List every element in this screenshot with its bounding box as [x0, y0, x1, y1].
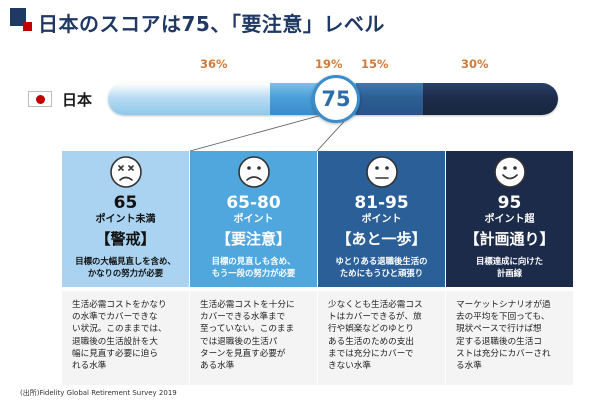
detail-line: までは充分にカバーで [328, 348, 414, 359]
level-description: 目標の見直しも含め、 もう一段の努力が必要 [190, 256, 317, 280]
desc-line: 計画線 [496, 267, 523, 278]
smile-face-icon [493, 156, 526, 188]
level-number: 95 [497, 193, 522, 213]
detail-line: 現状ペースで行けば想 [456, 324, 542, 335]
country-label: 日本 [62, 91, 93, 109]
bar-segment-alert [108, 83, 270, 115]
level-number: 65-80 [226, 193, 281, 213]
level-header: 65-80 ポイント 【要注意】 目標の見直しも含め、 もう一段の努力が必要 [190, 151, 317, 287]
level-unit: ポイント未満 [95, 214, 156, 226]
source-note: (出所)Fidelity Global Retirement Survey 20… [20, 389, 177, 397]
detail-line: れる水準 [72, 361, 107, 372]
detail-line: 幅に見直す必要に迫ら [72, 348, 158, 359]
detail-line: 去の平均を下回っても、 [456, 312, 550, 323]
bar-segment-almost [355, 83, 423, 115]
desc-line: 目標の大幅見直しを含め、 [75, 255, 176, 266]
level-unit: ポイント [233, 214, 274, 226]
logo-square-navy [10, 8, 26, 26]
percent-label-3: 15% [361, 57, 389, 71]
level-description: 目標達成に向けた 計画線 [446, 256, 573, 280]
detail-line: マーケットシナリオが過 [456, 300, 551, 310]
level-column-alert: 65 ポイント未満 【警戒】 目標の大幅見直しを含め、 かなりの努力が必要 生活… [62, 151, 189, 385]
detail-line: 至っていない。このまま [200, 324, 295, 335]
desc-line: 目標達成に向けた [476, 255, 543, 266]
detail-line: 行や娯楽などのゆとり [328, 324, 414, 335]
desc-line: 目標の見直しも含め、 [211, 255, 296, 266]
level-description: ゆとりある退職後生活の ためにもうひと頑張り [318, 256, 445, 280]
level-number: 81-95 [354, 193, 409, 213]
level-label: 【計画通り】 [464, 230, 555, 249]
level-unit: ポイント [361, 214, 402, 226]
percent-label-2: 19% [315, 57, 343, 71]
detail-line: ストは充分にカバーされ [456, 348, 551, 359]
desc-line: もう一段の努力が必要 [211, 267, 296, 278]
detail-line: ある生活のための支出 [328, 336, 414, 347]
detail-line: 生活必需コストを十分に [200, 300, 295, 310]
level-description: 目標の大幅見直しを含め、 かなりの努力が必要 [62, 256, 189, 280]
desc-line: ためにもうひと頑張り [339, 267, 424, 278]
percent-label-4: 30% [461, 57, 489, 71]
title-logo-mark [10, 8, 32, 32]
detail-line: の水準でカバーできな [72, 312, 158, 323]
detail-line: る水準 [456, 361, 482, 372]
percent-label-1: 36% [200, 57, 228, 71]
level-header: 81-95 ポイント 【あと一歩】 ゆとりある退職後生活の ためにもうひと頑張り [318, 151, 445, 287]
desc-line: ゆとりある退職後生活の [335, 255, 428, 266]
score-circle: 75 [312, 75, 360, 123]
detail-line: ターンを見直す必要が [200, 348, 286, 359]
connector-line-left [189, 114, 323, 152]
level-label: 【警戒】 [95, 230, 156, 249]
level-detail: マーケットシナリオが過 去の平均を下回っても、 現状ペースで行けば想 定する退職… [446, 291, 573, 385]
bar-segment-on-track [423, 83, 558, 115]
sad-face-icon [237, 156, 270, 188]
level-column-caution: 65-80 ポイント 【要注意】 目標の見直しも含め、 もう一段の努力が必要 生… [190, 151, 317, 385]
level-detail: 生活必需コストをかなり の水準でカバーできな い状況。このままでは、 退職後の生… [62, 291, 189, 385]
detail-line: では退職後の生活パ [200, 336, 278, 347]
level-detail: 生活必需コストを十分に カバーできる水準まで 至っていない。このまま では退職後… [190, 291, 317, 385]
level-header: 65 ポイント未満 【警戒】 目標の大幅見直しを含め、 かなりの努力が必要 [62, 151, 189, 287]
page-title: 日本のスコアは75、「要注意」レベル [38, 12, 385, 36]
level-column-on-track: 95 ポイント超 【計画通り】 目標達成に向けた 計画線 マーケットシナリオが過… [446, 151, 573, 385]
flag-sun-icon [36, 95, 45, 104]
detail-line: トはカバーできるが、旅 [328, 312, 422, 323]
detail-line: カバーできる水準まで [200, 312, 286, 323]
level-number: 65 [113, 193, 138, 213]
level-label: 【あと一歩】 [336, 230, 427, 249]
level-label: 【要注意】 [215, 230, 291, 249]
neutral-face-icon [365, 156, 398, 188]
detail-line: 少なくとも生活必需コス [328, 300, 423, 310]
dizzy-face-icon [109, 156, 142, 188]
detail-line: 定する退職後の生活コ [456, 336, 542, 347]
detail-line: 生活必需コストをかなり [72, 300, 167, 310]
desc-line: かなりの努力が必要 [87, 267, 164, 278]
detail-line: きない水準 [328, 361, 371, 372]
detail-line: ある水準 [200, 361, 235, 372]
logo-square-red [23, 22, 32, 31]
level-unit: ポイント超 [484, 214, 535, 226]
detail-line: 退職後の生活設計を大 [72, 336, 158, 347]
detail-line: い状況。このままでは、 [72, 324, 167, 335]
level-header: 95 ポイント超 【計画通り】 目標達成に向けた 計画線 [446, 151, 573, 287]
japan-flag-icon [28, 91, 52, 107]
level-detail: 少なくとも生活必需コス トはカバーできるが、旅 行や娯楽などのゆとり ある生活の… [318, 291, 445, 385]
level-column-almost: 81-95 ポイント 【あと一歩】 ゆとりある退職後生活の ためにもうひと頑張り… [318, 151, 445, 385]
